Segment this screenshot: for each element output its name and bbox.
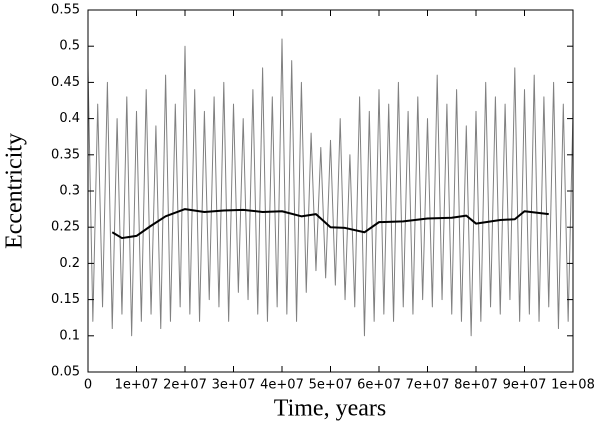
x-tick-label: 9e+07 (503, 378, 547, 393)
x-axis-label: Time, years (274, 396, 386, 422)
series-line (87, 38, 574, 337)
x-tick-label: 4e+07 (260, 378, 304, 393)
y-tick-label: 0.2 (59, 256, 80, 271)
y-tick-label: 0.3 (59, 184, 80, 199)
y-tick-label: 0.45 (51, 75, 80, 90)
y-tick-label: 0.1 (59, 328, 80, 343)
y-tick-label: 0.05 (51, 365, 80, 380)
x-tick-label: 1e+08 (551, 378, 595, 393)
y-tick-label: 0.55 (51, 3, 80, 18)
x-tick-label: 6e+07 (357, 378, 401, 393)
x-tick-label: 8e+07 (454, 378, 498, 393)
y-tick-label: 0.25 (51, 220, 80, 235)
y-tick-label: 0.4 (59, 111, 80, 126)
y-axis-label: Eccentricity (2, 133, 28, 249)
y-tick-label: 0.35 (51, 147, 80, 162)
x-tick-label: 7e+07 (406, 378, 450, 393)
x-tick-label: 5e+07 (309, 378, 353, 393)
x-tick-label: 0 (84, 378, 92, 393)
x-tick-label: 1e+07 (115, 378, 159, 393)
y-tick-label: 0.5 (59, 39, 80, 54)
x-tick-label: 2e+07 (163, 378, 207, 393)
series-line (111, 208, 549, 240)
y-tick-label: 0.15 (51, 292, 80, 307)
x-tick-label: 3e+07 (212, 378, 256, 393)
